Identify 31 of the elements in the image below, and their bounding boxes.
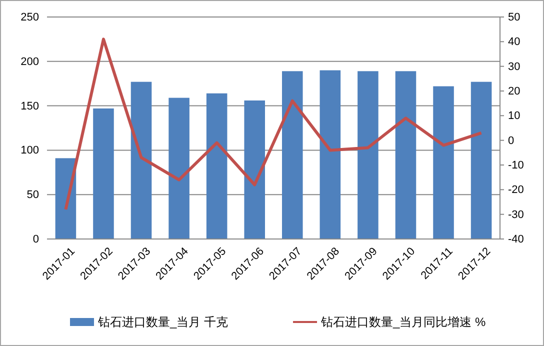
y-tick-label: 100 xyxy=(20,144,39,157)
y2-tick-label: -30 xyxy=(508,208,524,221)
bar xyxy=(206,93,228,239)
y-tick-label: 200 xyxy=(20,56,39,68)
y2-tick-label: 50 xyxy=(508,12,520,24)
bar xyxy=(55,158,76,239)
bar xyxy=(320,70,341,239)
y2-tick-label: 10 xyxy=(508,110,520,122)
y-tick-label: 50 xyxy=(26,189,39,202)
y2-tick-label: 30 xyxy=(508,60,520,73)
y2-tick-label: 0 xyxy=(508,134,514,147)
y2-tick-label: 40 xyxy=(508,36,520,48)
bar xyxy=(470,82,492,239)
y2-tick-label: -10 xyxy=(508,160,524,172)
y2-tick-label: 20 xyxy=(508,86,520,98)
bar xyxy=(395,71,416,239)
bar xyxy=(168,98,190,239)
bar xyxy=(282,71,303,239)
legend-label: 钻石进口数量_当月 千克 xyxy=(97,315,228,329)
y-tick-label: 0 xyxy=(32,234,39,246)
legend-label: 钻石进口数量_当月同比增速 % xyxy=(320,315,486,329)
y2-tick-label: -40 xyxy=(508,234,524,246)
bar xyxy=(358,71,378,239)
bar xyxy=(93,108,114,239)
line-series xyxy=(64,38,483,211)
bar xyxy=(244,100,265,239)
bar xyxy=(130,82,152,239)
bar xyxy=(433,86,454,239)
y-tick-label: 250 xyxy=(20,12,39,24)
y2-tick-label: -20 xyxy=(508,184,524,196)
y-tick-label: 150 xyxy=(20,100,39,112)
